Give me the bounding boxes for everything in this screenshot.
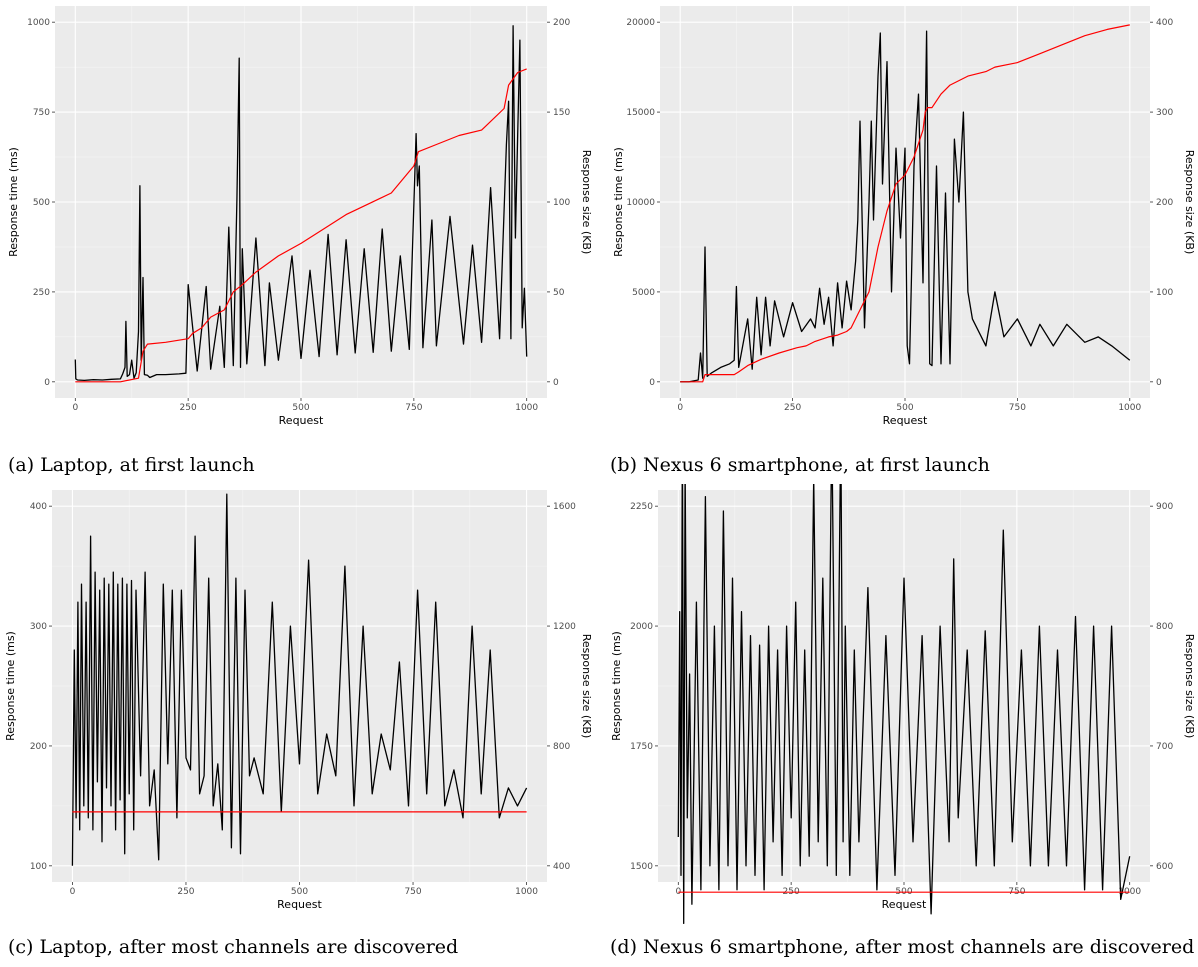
- chart-a-y-tick-label: 250: [33, 288, 50, 298]
- chart-c-x-tick-label: 0: [70, 887, 76, 897]
- chart-c-x-tick-label: 500: [291, 887, 308, 897]
- chart-c-y-axis-title: Response time (ms): [4, 631, 17, 741]
- chart-panel-d: 0 250 500 750 1000 1500 1750 2000 2250 600 700 800 9…: [600, 484, 1198, 924]
- chart-a-y-tick-label: 750: [33, 108, 50, 118]
- chart-d-svg: 0 250 500 750 100015001750200022506007008009…: [610, 484, 1196, 924]
- chart-a-y2-tick-label: 0: [553, 378, 559, 388]
- chart-a-x-tick-label: 750: [405, 403, 422, 413]
- chart-b-y-tick-label: 15000: [626, 108, 655, 118]
- chart-b-y2-tick-label: 200: [1156, 198, 1173, 208]
- chart-b-y-tick-label: 10000: [626, 198, 655, 208]
- chart-c-y-tick-label: 400: [30, 502, 47, 512]
- chart-a-response-size-line: [75, 68, 527, 383]
- chart-c-response-time-line: [71, 493, 528, 866]
- chart-b-x-tick-label: 750: [1009, 403, 1026, 413]
- chart-c-y2-tick-label: 800: [553, 742, 570, 752]
- chart-d-y2-tick-label: 800: [1156, 622, 1173, 632]
- chart-b-x-tick-label: 1000: [1118, 403, 1141, 413]
- chart-a-svg: 0 250 500 750 1000 0 250 500 750 1000 0 50 100 150 200…: [7, 6, 593, 427]
- chart-b-x-tick-label: 500: [896, 403, 913, 413]
- chart-d-y2-tick-label: 600: [1156, 862, 1173, 872]
- chart-c-svg: 0 250 500 750 1000 100 200 300 400 400 800 1200 1600…: [4, 490, 593, 911]
- chart-a-y2-axis-title: Response size (KB): [580, 150, 593, 255]
- chart-panel-b: 0 250 500 750 1000 0 5000 10000 15000 20000 0 100 20…: [600, 0, 1198, 440]
- chart-a-x-tick-label: 250: [180, 403, 197, 413]
- chart-b-svg: 0 250 500 750 100005000100001500020000010020…: [612, 6, 1196, 427]
- chart-panel-c: 0 250 500 750 1000 100 200 300 400 400 800 1200 1600…: [0, 484, 600, 924]
- chart-d-x-axis-title: Request: [882, 898, 927, 911]
- chart-a-y-tick-label: 500: [33, 198, 50, 208]
- chart-c-y2-axis-title: Response size (KB): [580, 634, 593, 739]
- chart-d-y2-tick-label: 700: [1156, 742, 1173, 752]
- chart-c-x-axis-title: Request: [277, 898, 322, 911]
- chart-b-y-tick-label: 5000: [632, 288, 655, 298]
- chart-b-y2-tick-label: 300: [1156, 108, 1173, 118]
- chart-b-x-axis-title: Request: [883, 414, 928, 427]
- chart-b-y-tick-label: 0: [649, 378, 655, 388]
- chart-b-x-tick-label: 250: [784, 403, 801, 413]
- chart-c-caption: (c) Laptop, after most channels are disc…: [8, 936, 459, 958]
- chart-d-x-tick-label: 1000: [1118, 887, 1141, 897]
- chart-a-y-tick-label: 1000: [27, 18, 50, 28]
- chart-d-y-axis-title: Response time (ms): [610, 631, 623, 741]
- chart-a-y-axis-title: Response time (ms): [7, 147, 20, 257]
- chart-b-x-tick-label: 0: [677, 403, 683, 413]
- chart-a-y2-tick-label: 100: [553, 198, 570, 208]
- chart-d-y2-tick-label: 900: [1156, 502, 1173, 512]
- chart-a-caption: (a) Laptop, at first launch: [8, 454, 255, 476]
- chart-b-response-time-line: [680, 30, 1131, 383]
- chart-b-caption: (b) Nexus 6 smartphone, at first launch: [610, 454, 990, 476]
- chart-c-y-tick-label: 100: [30, 862, 47, 872]
- chart-c-y2-tick-label: 1200: [553, 622, 576, 632]
- chart-c-x-tick-label: 1000: [515, 887, 538, 897]
- chart-b-y2-tick-label: 100: [1156, 288, 1173, 298]
- chart-a-y2-tick-label: 50: [553, 288, 565, 298]
- chart-c-y2-tick-label: 400: [553, 862, 570, 872]
- chart-d-y-tick-label: 2250: [630, 502, 653, 512]
- chart-c-x-tick-label: 250: [177, 887, 194, 897]
- chart-b-y-tick-label: 20000: [626, 18, 655, 28]
- chart-c-y-tick-label: 200: [30, 742, 47, 752]
- chart-d-y-tick-label: 1750: [630, 742, 653, 752]
- chart-d-caption: (d) Nexus 6 smartphone, after most chann…: [610, 936, 1195, 958]
- chart-a-response-time-line: [74, 25, 528, 382]
- chart-a-x-tick-label: 1000: [515, 403, 538, 413]
- chart-a-x-axis-title: Request: [279, 414, 324, 427]
- chart-c-x-tick-label: 750: [404, 887, 421, 897]
- chart-d-y-tick-label: 2000: [630, 622, 653, 632]
- chart-c-y-tick-label: 300: [30, 622, 47, 632]
- chart-a-y2-tick-label: 150: [553, 108, 570, 118]
- chart-d-y2-axis-title: Response size (KB): [1183, 634, 1196, 739]
- chart-a-y2-tick-label: 200: [553, 18, 570, 28]
- chart-a-x-tick-label: 500: [292, 403, 309, 413]
- chart-b-y2-tick-label: 0: [1156, 378, 1162, 388]
- chart-c-y2-tick-label: 1600: [553, 502, 576, 512]
- chart-d-response-time-line: [677, 484, 1131, 924]
- chart-panel-a: 0 250 500 750 1000 0 250 500 750 1000 0 50 100 150 200…: [0, 0, 600, 440]
- chart-d-y-tick-label: 1500: [630, 862, 653, 872]
- chart-b-y2-tick-label: 400: [1156, 18, 1173, 28]
- chart-a-y-tick-label: 0: [44, 378, 50, 388]
- chart-b-response-size-line: [680, 24, 1130, 383]
- chart-b-y-axis-title: Response time (ms): [612, 147, 625, 257]
- chart-a-x-tick-label: 0: [72, 403, 78, 413]
- chart-b-y2-axis-title: Response size (KB): [1183, 150, 1196, 255]
